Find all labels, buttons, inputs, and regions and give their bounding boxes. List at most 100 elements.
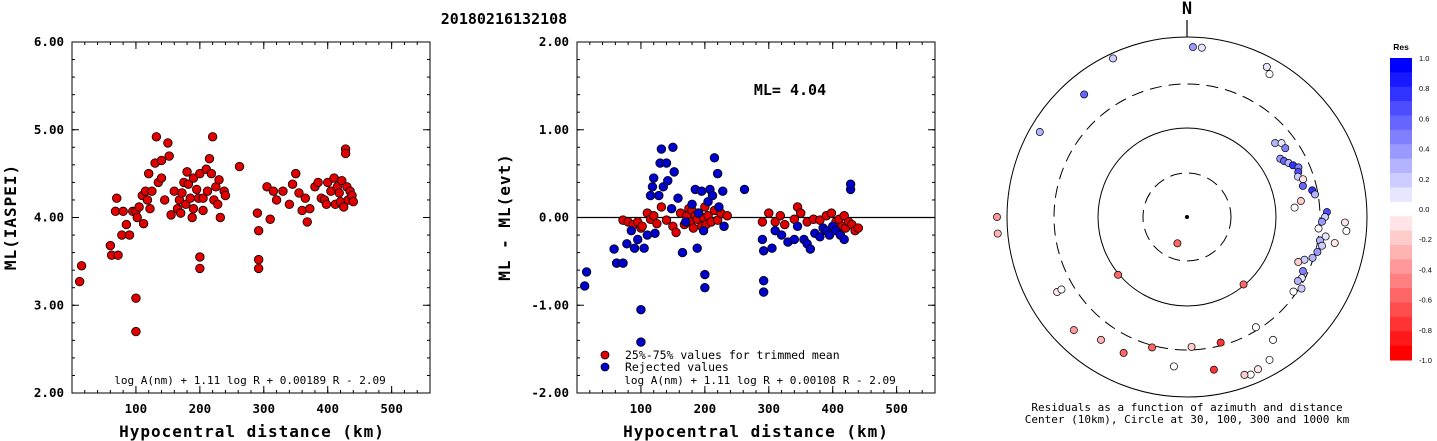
data-point <box>265 214 275 224</box>
data-point <box>652 218 662 229</box>
data-point <box>645 190 656 201</box>
data-point <box>113 250 123 260</box>
data-point <box>147 186 157 196</box>
data-point <box>234 161 245 172</box>
data-point <box>207 132 218 142</box>
colorbar-cell <box>1390 259 1412 275</box>
left-plot-frame <box>71 41 431 394</box>
data-point <box>581 267 592 277</box>
data-point <box>156 155 167 166</box>
data-point <box>636 304 646 315</box>
data-point <box>177 188 187 198</box>
colorbar-cell <box>1390 230 1412 246</box>
data-point <box>626 225 637 236</box>
data-point <box>144 168 154 179</box>
x-tick-label: 500 <box>885 401 908 416</box>
station-residual-point <box>1281 144 1290 153</box>
colorbar-cell <box>1390 72 1412 88</box>
station-residual-point <box>1173 239 1182 248</box>
data-point <box>195 263 205 274</box>
data-point <box>650 228 660 238</box>
data-point <box>639 243 649 253</box>
data-point <box>696 186 707 196</box>
data-point <box>758 287 769 297</box>
data-point <box>647 182 658 192</box>
colorbar-cell <box>1390 115 1412 131</box>
data-point <box>268 186 279 196</box>
data-point <box>215 212 226 223</box>
data-point <box>792 221 803 231</box>
data-point <box>337 175 347 186</box>
data-point <box>663 175 673 186</box>
data-point <box>253 263 264 274</box>
station-residual-point <box>1119 348 1128 357</box>
data-point <box>688 223 699 233</box>
colorbar-cell <box>1390 144 1412 160</box>
data-point <box>262 182 272 192</box>
left-formula: log A(nm) + 1.11 log R + 0.00189 R - 2.0… <box>114 374 386 387</box>
data-point <box>839 234 849 245</box>
data-point <box>775 211 785 221</box>
data-point <box>124 230 135 240</box>
data-point <box>278 186 288 196</box>
data-point <box>300 193 311 203</box>
data-point <box>338 202 349 212</box>
data-point <box>198 205 208 216</box>
data-point <box>151 132 162 142</box>
data-point <box>340 148 351 159</box>
station-residual-point <box>1148 343 1157 352</box>
data-point <box>287 179 298 189</box>
station-residual-point <box>1057 285 1066 294</box>
data-point <box>700 269 710 280</box>
colorbar-cell <box>1390 86 1412 102</box>
data-point <box>845 179 856 189</box>
data-point <box>757 234 768 245</box>
data-point <box>195 252 205 262</box>
y-tick-label: 1.00 <box>539 122 569 137</box>
station-residual-point <box>1342 226 1351 235</box>
data-point <box>693 208 704 218</box>
colorbar-tick-label: 0.8 <box>1419 84 1429 93</box>
y-tick-label: 6.00 <box>34 34 64 49</box>
data-point <box>805 244 816 254</box>
polar-caption-line2: Center (10km), Circle at 30, 100, 300 an… <box>1025 413 1350 426</box>
station-residual-point <box>1080 90 1089 99</box>
data-point <box>253 254 264 265</box>
polar-caption-line1: Residuals as a function of azimuth and d… <box>1031 401 1342 414</box>
colorbar-tick-label: 0.2 <box>1419 175 1429 184</box>
x-tick-label: 200 <box>694 401 717 416</box>
x-tick-label: 300 <box>757 401 780 416</box>
station-residual-point <box>1321 232 1330 241</box>
colorbar-tick-label: -0.8 <box>1419 326 1432 335</box>
station-residual-point <box>1311 190 1319 199</box>
station-residual-point <box>1265 70 1274 79</box>
data-point <box>673 193 683 203</box>
data-point <box>321 199 332 210</box>
station-residual-point <box>1317 217 1326 226</box>
data-point <box>622 239 632 249</box>
colorbar-cell <box>1390 187 1412 203</box>
colorbar-cell <box>1390 273 1412 289</box>
x-tick-label: 100 <box>630 401 653 416</box>
data-point <box>687 199 697 210</box>
data-point <box>579 281 590 291</box>
data-point <box>739 184 750 195</box>
station-residual-point <box>1169 362 1178 371</box>
data-point <box>195 168 205 179</box>
data-point <box>700 283 710 293</box>
data-point <box>776 230 787 240</box>
data-point <box>294 188 304 198</box>
data-point <box>182 167 192 177</box>
data-point <box>789 234 800 245</box>
x-tick-label: 300 <box>252 401 275 416</box>
data-point <box>722 211 732 221</box>
x-tick-label: 400 <box>316 401 339 416</box>
y-tick-label: 2.00 <box>539 34 569 49</box>
data-point <box>633 234 643 245</box>
data-point <box>131 326 141 337</box>
y-tick-label: 4.00 <box>34 210 64 225</box>
data-point <box>714 202 724 212</box>
data-point <box>76 261 87 271</box>
data-point <box>159 195 170 205</box>
